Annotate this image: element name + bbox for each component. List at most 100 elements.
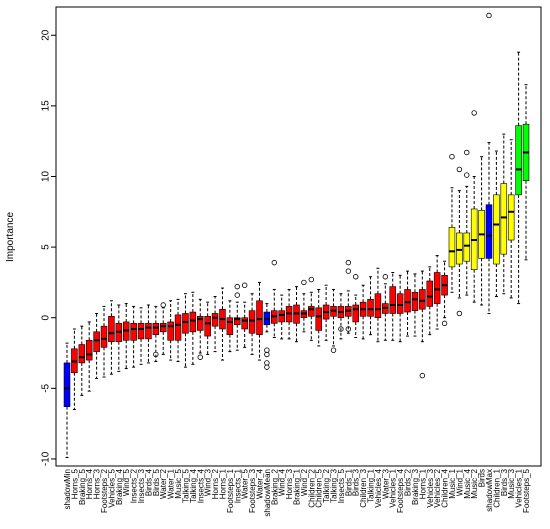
x-tick-label: Wind_3	[204, 468, 213, 496]
iqr-box	[248, 310, 256, 334]
box-birds_3	[500, 133, 508, 295]
x-tick-label: Insects_4	[196, 468, 205, 503]
x-tick-label: Vehicles_3	[426, 468, 435, 507]
iqr-box	[137, 323, 145, 340]
box-birds_2	[404, 270, 411, 337]
x-tick-label: Vehicles_1	[515, 468, 524, 507]
box-vehicles_2	[433, 255, 441, 330]
x-tick-label: Talking_1	[367, 468, 376, 502]
iqr-box	[463, 232, 471, 262]
x-tick-label: Water_4	[255, 468, 264, 498]
x-tick-label: Braking_1	[293, 468, 302, 505]
box-water_2	[159, 302, 167, 355]
x-tick-label: Horns_5	[70, 468, 79, 499]
iqr-box	[100, 325, 108, 348]
x-tick-label: Insects_1	[233, 468, 242, 503]
box-water_5	[241, 282, 248, 348]
x-tick-label: Children_2	[307, 468, 316, 507]
x-tick-label: Music_4	[463, 468, 472, 498]
iqr-box	[419, 289, 426, 310]
outlier-point	[264, 364, 270, 370]
x-tick-label: Children_3	[359, 468, 368, 507]
iqr-box	[108, 315, 115, 343]
x-tick-label: Birds_5	[152, 468, 161, 496]
outlier-point	[197, 354, 203, 360]
box-children_3	[359, 284, 367, 340]
x-tick-label: Horns_4	[85, 468, 94, 499]
x-tick-label: Footsteps_1	[226, 468, 235, 513]
x-tick-label: Music_2	[470, 468, 479, 498]
box-music_5	[174, 298, 182, 362]
iqr-box	[493, 194, 500, 265]
outlier-point	[456, 166, 463, 173]
box-vehicles_4	[374, 267, 382, 343]
iqr-box	[130, 323, 137, 341]
x-tick-label: Horns_3	[93, 468, 102, 499]
iqr-box	[159, 323, 167, 333]
box-horns_4	[85, 321, 93, 392]
x-tick-label: Children_4	[441, 468, 450, 507]
box-braking_3	[411, 273, 419, 337]
x-tick-label: Talking_3	[330, 468, 339, 502]
iqr-box	[367, 299, 374, 317]
box-birds_3	[352, 274, 359, 338]
outlier-point	[241, 282, 248, 288]
x-tick-label: Wind_2	[300, 468, 309, 496]
outlier-point	[160, 302, 166, 308]
outlier-point	[345, 326, 352, 332]
x-tick-label: Birds_4	[144, 468, 153, 496]
iqr-box	[182, 313, 189, 334]
box-horns_1	[419, 270, 426, 379]
box-birds_5	[152, 305, 160, 362]
outlier-point	[301, 279, 307, 286]
outlier-point	[471, 110, 477, 116]
box-talking_2	[322, 284, 330, 341]
box-wind_5	[122, 303, 130, 370]
box-vehicles_1	[515, 51, 522, 305]
x-tick-label: Water_5	[241, 468, 250, 498]
y-tick-label: 10	[41, 170, 52, 182]
box-water_3	[382, 274, 389, 341]
box-shadowmax	[485, 12, 493, 314]
x-tick-label: Talking_4	[189, 468, 198, 502]
x-tick-label: Footsteps_2	[100, 468, 109, 513]
x-tick-label: Music_1	[448, 468, 457, 498]
box-vehicles_1	[389, 272, 397, 341]
x-tick-label: Music_3	[507, 468, 516, 498]
x-tick-label: Talking_2	[322, 468, 331, 502]
iqr-box	[485, 204, 493, 259]
category-labels: shadowMinHorns_5Braking_5Horns_4Horns_3F…	[63, 468, 531, 516]
outlier-point	[338, 326, 344, 332]
outlier-point	[345, 268, 352, 274]
x-tick-label: Talking_5	[181, 468, 190, 502]
iqr-box	[507, 194, 515, 241]
outlier-point	[382, 274, 389, 280]
box-children_1	[493, 150, 500, 298]
iqr-box	[167, 321, 174, 341]
box-water_4	[256, 281, 263, 361]
box-children_5	[315, 288, 322, 347]
box-horns_3	[285, 288, 293, 340]
x-tick-label: Birds_1	[344, 468, 353, 496]
iqr-box	[389, 286, 397, 314]
x-tick-label: Vehicles_5	[107, 468, 116, 507]
outlier-point	[308, 276, 315, 283]
iqr-box	[174, 314, 182, 341]
box-footsteps_5	[522, 84, 530, 261]
x-tick-label: Water_2	[159, 468, 168, 498]
iqr-box	[78, 344, 86, 364]
iqr-box	[85, 340, 93, 361]
iqr-box	[145, 323, 152, 340]
box-footsteps_3	[248, 293, 256, 355]
box-talking_4	[189, 291, 197, 365]
iqr-box	[204, 315, 211, 337]
box-vehicles_3	[426, 266, 434, 336]
box-horns_3	[93, 312, 100, 379]
box-horns_2	[211, 296, 219, 353]
box-talking_1	[367, 276, 374, 336]
y-tick-label: -5	[41, 383, 52, 392]
x-tick-label: Horns_1	[418, 468, 427, 499]
x-tick-label: Vehicles_1	[389, 468, 398, 507]
x-tick-label: Children_5	[315, 468, 324, 507]
x-tick-label: Music_5	[174, 468, 183, 498]
